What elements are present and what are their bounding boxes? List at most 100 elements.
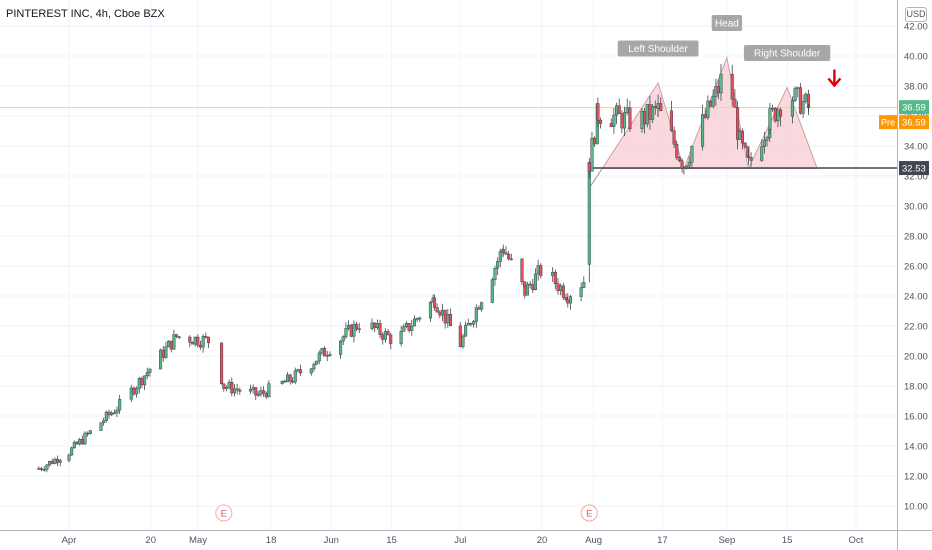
candle-body xyxy=(711,96,715,107)
candle-body xyxy=(656,103,660,109)
candle-body xyxy=(771,107,775,110)
candle xyxy=(564,293,568,302)
candle-body xyxy=(256,394,260,396)
candle-body xyxy=(623,112,627,129)
y-tick-label: 14.00 xyxy=(904,442,928,453)
candle xyxy=(58,458,62,467)
candle xyxy=(102,417,106,426)
pattern-label: Right Shoulder xyxy=(743,45,831,61)
candle xyxy=(659,97,663,112)
candle-body xyxy=(798,87,802,114)
candle xyxy=(730,64,734,107)
candle xyxy=(320,347,324,356)
candle xyxy=(201,334,205,353)
candle-body xyxy=(352,323,356,337)
candle-body xyxy=(509,258,513,261)
candle xyxy=(312,362,316,372)
candle-body xyxy=(201,336,205,348)
candle-body xyxy=(749,157,753,161)
candle xyxy=(169,340,173,353)
candle-body xyxy=(251,387,255,390)
candle xyxy=(525,281,530,296)
candle-body xyxy=(404,323,409,327)
candle-body xyxy=(259,390,263,395)
candle xyxy=(48,460,52,467)
candle xyxy=(296,368,300,373)
candle xyxy=(501,244,505,257)
candle xyxy=(590,131,594,172)
candle xyxy=(341,335,345,345)
candle-body xyxy=(520,258,524,282)
candle xyxy=(159,348,163,370)
candle xyxy=(283,379,287,383)
candle xyxy=(67,453,71,463)
candle xyxy=(687,156,691,170)
candle xyxy=(410,319,414,336)
candle-body xyxy=(504,252,508,255)
candle-body xyxy=(480,302,484,310)
candle-body xyxy=(193,336,197,345)
candle-body xyxy=(312,364,316,370)
neckline-price-label-text: 32.53 xyxy=(902,164,926,175)
candle-body xyxy=(703,114,707,118)
candle xyxy=(50,458,54,465)
candle xyxy=(375,319,379,330)
candle xyxy=(680,158,684,173)
candle-body xyxy=(110,412,114,416)
x-tick-label: May xyxy=(189,535,207,546)
candle xyxy=(110,410,114,417)
candle xyxy=(740,128,745,150)
candle xyxy=(373,322,377,333)
y-tick-label: 42.00 xyxy=(904,22,928,33)
candle xyxy=(706,95,710,121)
candle-body xyxy=(50,460,54,464)
candle-body xyxy=(88,430,92,434)
candle-body xyxy=(42,469,46,471)
pattern-label-box xyxy=(617,40,699,57)
candle xyxy=(719,64,723,101)
candle-body xyxy=(672,130,676,145)
candle xyxy=(222,383,226,392)
candle-body xyxy=(288,374,292,382)
candle-body xyxy=(466,323,470,326)
candle xyxy=(528,280,532,289)
last-price-label-text: 36.59 xyxy=(902,103,926,114)
candle-body xyxy=(285,374,290,383)
pre-price-box xyxy=(899,115,929,130)
candle xyxy=(496,257,500,276)
candle xyxy=(461,333,465,349)
candle-body xyxy=(72,441,76,449)
candle xyxy=(317,350,321,365)
pre-market-label: Pre 36.59 xyxy=(879,115,929,130)
candle xyxy=(267,380,271,398)
candle-body xyxy=(659,103,663,111)
candle xyxy=(129,384,133,403)
y-tick-label: 20.00 xyxy=(904,352,928,363)
pattern-label-text: Head xyxy=(715,19,739,30)
candle xyxy=(198,340,203,350)
candle-body xyxy=(773,107,777,122)
candle-body xyxy=(743,142,747,148)
candle xyxy=(72,440,76,449)
candle xyxy=(466,318,470,326)
candle-body xyxy=(762,139,766,148)
last-price-label: 36.59 xyxy=(899,100,929,115)
candle-body xyxy=(612,114,616,127)
candle xyxy=(625,98,629,115)
candle xyxy=(381,332,385,345)
candle-body xyxy=(599,119,603,124)
currency-badge[interactable]: USD xyxy=(905,7,927,22)
candle-body xyxy=(469,323,473,325)
candle-body xyxy=(415,318,419,320)
candle xyxy=(235,383,239,395)
candle-body xyxy=(86,432,90,435)
candle xyxy=(347,320,351,331)
candle-body xyxy=(740,130,745,144)
candle xyxy=(807,103,811,112)
candle-body xyxy=(551,271,555,276)
candle-body xyxy=(135,388,139,395)
grid xyxy=(0,0,897,530)
candle xyxy=(685,165,689,170)
candle xyxy=(804,92,808,104)
